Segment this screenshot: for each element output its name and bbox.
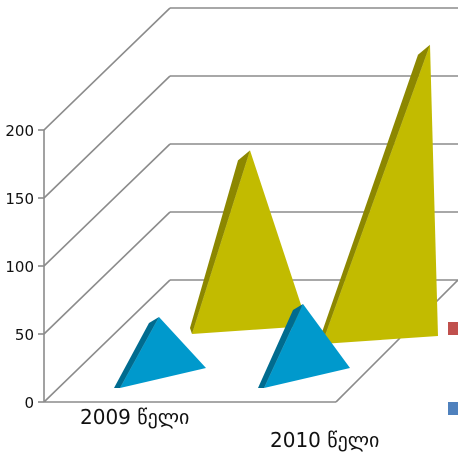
gridline-150: [43, 75, 171, 199]
gridline-50: [43, 211, 171, 335]
pyramid-side-face: [258, 304, 303, 388]
gridline-0: [43, 279, 171, 403]
pyramid-side-face: [320, 44, 430, 345]
y-tick-label: 150: [5, 190, 34, 208]
legend-marker-2: [448, 402, 458, 415]
y-tick-label: 50: [15, 326, 34, 344]
legend-marker-1: [448, 322, 458, 335]
y-tick-label: 200: [5, 122, 34, 140]
y-tick-label: 100: [5, 258, 34, 276]
y-tick-labels: 200 150 100 50 0: [5, 122, 34, 412]
pyramid-front-face: [120, 316, 206, 388]
pyramid-front-face: [192, 150, 308, 334]
gridline-100: [43, 143, 171, 267]
floor-right-edge: [335, 279, 458, 403]
chart-marks: [114, 44, 438, 388]
x-category-label-2009: 2009 წელი: [80, 405, 189, 429]
y-tick-label: 0: [24, 394, 34, 412]
pyramid-front-face: [322, 44, 438, 345]
gridline-200: [43, 7, 171, 131]
x-category-label-2010: 2010 წელი: [270, 428, 379, 452]
pyramid-side-face: [114, 316, 159, 388]
pyramid-front-face: [264, 304, 350, 388]
pyramid-side-face: [190, 150, 250, 334]
